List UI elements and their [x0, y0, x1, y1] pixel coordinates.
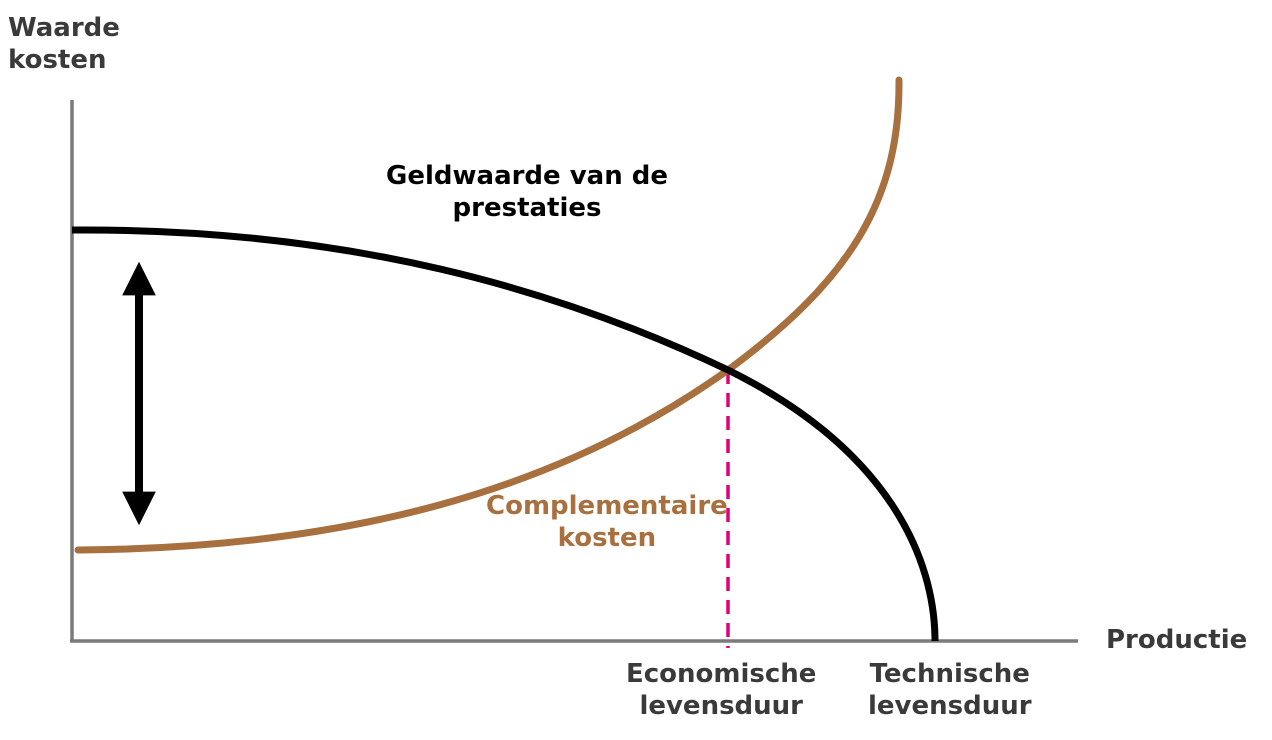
x-axis-label-text: Productie: [1106, 625, 1248, 655]
technical-life-label-line1: Technische: [869, 659, 1030, 689]
economic-life-label-line1: Economische: [626, 659, 817, 689]
complementary-cost-label: Complementaire kosten: [486, 490, 728, 554]
y-axis-label-line2: kosten: [8, 45, 107, 75]
performance-value-label-line1: Geldwaarde van de: [386, 161, 669, 191]
performance-value-label-line2: prestaties: [452, 193, 602, 223]
complementary-cost-label-line2: kosten: [557, 523, 657, 553]
y-axis-label-line1: Waarde: [8, 13, 120, 43]
x-axis-label: Productie: [1106, 624, 1247, 656]
y-axis-label: Waarde kosten: [8, 12, 120, 76]
economic-life-label-line2: levensduur: [639, 691, 804, 721]
economic-life-label: Economische levensduur: [626, 658, 816, 722]
technical-life-label: Technische levensduur: [868, 658, 1032, 722]
technical-life-label-line2: levensduur: [868, 691, 1032, 721]
performance-value-label: Geldwaarde van de prestaties: [386, 160, 668, 224]
complementary-cost-label-line1: Complementaire: [486, 491, 728, 521]
complementary-cost-curve: [74, 76, 903, 554]
performance-value-curve: [71, 226, 939, 642]
